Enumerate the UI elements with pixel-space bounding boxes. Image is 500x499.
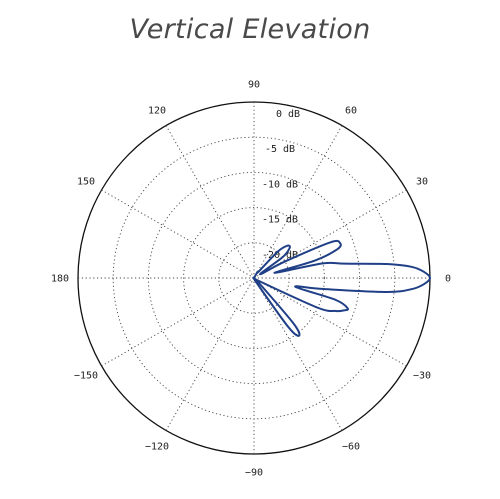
angle-tick-label: −90 <box>245 468 263 479</box>
grid-ring <box>183 207 325 349</box>
radial-tick-label: -20 dB <box>262 250 298 261</box>
angle-tick-labels: 0 30 60 90 120 150 180 −150 −120 −90 −60 −30 <box>51 80 451 479</box>
grid-spoke <box>101 277 255 367</box>
grid-spoke <box>253 277 407 367</box>
angle-tick-label: −30 <box>413 371 431 382</box>
angle-tick-label: 180 <box>51 274 69 285</box>
radial-tick-label: -15 dB <box>262 215 298 226</box>
series-line <box>252 239 431 337</box>
angle-tick-label: 60 <box>345 105 357 116</box>
chart-title: Vertical Elevation <box>129 14 371 45</box>
series-layer <box>252 239 431 337</box>
grid-spoke <box>253 277 343 431</box>
grid-spoke <box>165 125 255 279</box>
polar-grid <box>77 101 431 455</box>
grid-spoke <box>101 189 255 279</box>
radial-tick-labels: 0 dB -5 dB -10 dB -15 dB -20 dB <box>262 109 300 261</box>
angle-tick-label: 150 <box>77 177 95 188</box>
angle-tick-label: 120 <box>148 105 166 116</box>
radial-tick-label: -10 dB <box>262 179 298 190</box>
grid-spoke <box>165 277 255 431</box>
radial-tick-label: -5 dB <box>265 144 295 155</box>
grid-spoke <box>253 189 407 279</box>
angle-tick-label: −60 <box>342 442 360 453</box>
angle-tick-label: 90 <box>248 80 260 91</box>
angle-tick-label: −150 <box>74 371 98 382</box>
radial-tick-label: 0 dB <box>276 109 300 120</box>
grid-spoke <box>253 125 343 279</box>
angle-tick-label: 0 <box>445 274 451 285</box>
grid-ring <box>147 171 361 385</box>
angle-tick-label: −120 <box>145 442 169 453</box>
angle-tick-label: 30 <box>416 177 428 188</box>
